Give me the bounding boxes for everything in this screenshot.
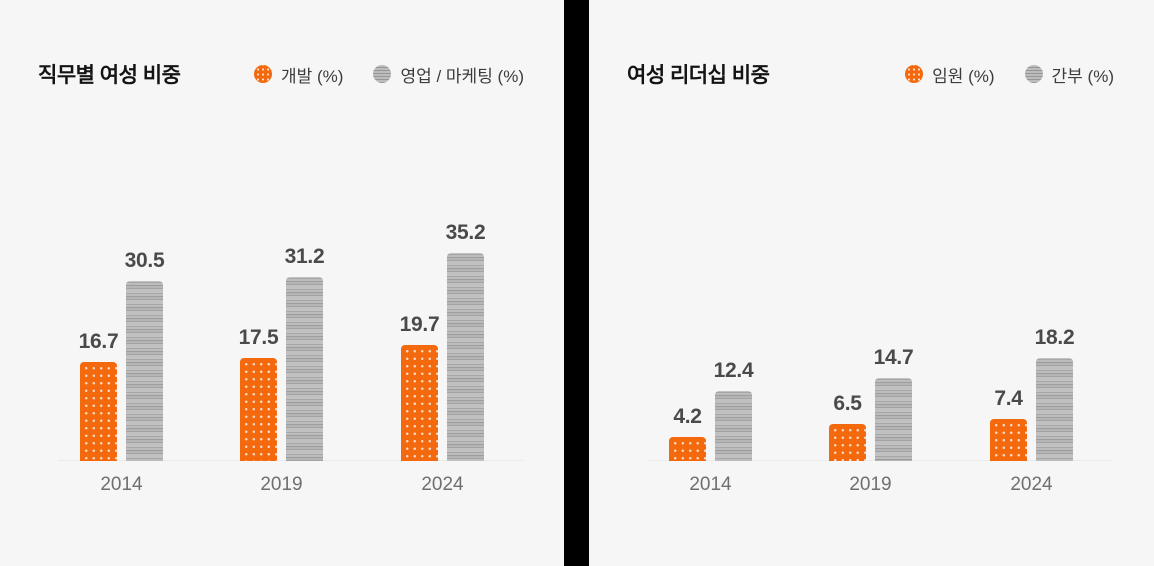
x-axis-label: 2019 <box>849 474 892 495</box>
legend-item: 개발 (%) <box>254 62 343 87</box>
bar-value-label: 18.2 <box>1034 326 1075 349</box>
legend-label: 임원 (%) <box>932 66 995 86</box>
bar-value-label: 31.2 <box>284 245 325 268</box>
legend-item: 영업 / 마케팅 (%) <box>373 62 524 87</box>
chart-header: 여성 리더십 비중 임원 (%) 간부 (%) <box>627 56 1114 92</box>
bar-series-2-2024 <box>447 253 484 461</box>
bar-series-1-2019 <box>240 358 277 461</box>
bar-value-label: 35.2 <box>445 221 486 244</box>
bar-series-1-2014 <box>669 437 706 461</box>
bar-series-1-2014 <box>80 362 117 461</box>
bar-series-2-2019 <box>875 378 912 461</box>
bar-value-label: 17.5 <box>238 326 279 349</box>
plot-area: 16.7 30.5 2014 17.5 31.2 2019 19.7 35.2 2024 <box>0 0 564 566</box>
bar-value-label: 4.2 <box>673 405 702 428</box>
orange-dotted-circle-icon <box>254 65 273 83</box>
plot-area: 4.2 12.4 2014 6.5 14.7 2019 7.4 18.2 2024 <box>589 0 1154 566</box>
legend-item: 임원 (%) <box>905 62 995 87</box>
bar-value-label: 14.7 <box>873 346 914 369</box>
chart-header: 직무별 여성 비중 개발 (%) 영업 / 마케팅 (%) <box>38 56 524 92</box>
bar-value-label: 6.5 <box>833 392 862 415</box>
chart-panel-leadership-ratio: 여성 리더십 비중 임원 (%) 간부 (%) 4.2 12.4 2014 6.5 14… <box>589 0 1154 566</box>
legend: 개발 (%) 영업 / 마케팅 (%) <box>254 62 524 87</box>
bar-series-2-2024 <box>1036 358 1073 461</box>
legend: 임원 (%) 간부 (%) <box>905 62 1114 87</box>
bar-series-1-2024 <box>990 419 1027 461</box>
legend-item: 간부 (%) <box>1024 62 1114 87</box>
orange-dotted-circle-icon <box>905 65 924 83</box>
bar-value-label: 30.5 <box>124 249 165 272</box>
chart-panel-job-ratio: 직무별 여성 비중 개발 (%) 영업 / 마케팅 (%) 16.7 30.5 20… <box>0 0 564 566</box>
bar-value-label: 12.4 <box>713 359 754 382</box>
bar-series-2-2014 <box>715 391 752 461</box>
bar-series-2-2014 <box>126 281 163 461</box>
bar-value-label: 16.7 <box>78 330 119 353</box>
legend-label: 영업 / 마케팅 (%) <box>400 66 524 86</box>
bar-series-1-2019 <box>829 424 866 461</box>
legend-label: 간부 (%) <box>1051 66 1114 86</box>
x-axis-label: 2014 <box>100 474 143 495</box>
chart-title: 여성 리더십 비중 <box>627 64 770 87</box>
bar-value-label: 7.4 <box>994 387 1023 410</box>
x-axis-label: 2019 <box>260 474 303 495</box>
x-axis-label: 2014 <box>689 474 732 495</box>
panel-divider <box>564 0 589 566</box>
gray-striped-circle-icon <box>373 65 392 83</box>
chart-title: 직무별 여성 비중 <box>38 64 181 87</box>
bar-series-2-2019 <box>286 277 323 461</box>
gray-striped-circle-icon <box>1024 65 1043 83</box>
legend-label: 개발 (%) <box>281 66 344 86</box>
bar-value-label: 19.7 <box>399 313 440 336</box>
bar-series-1-2024 <box>401 345 438 461</box>
x-axis-label: 2024 <box>421 474 464 495</box>
x-axis-label: 2024 <box>1010 474 1053 495</box>
